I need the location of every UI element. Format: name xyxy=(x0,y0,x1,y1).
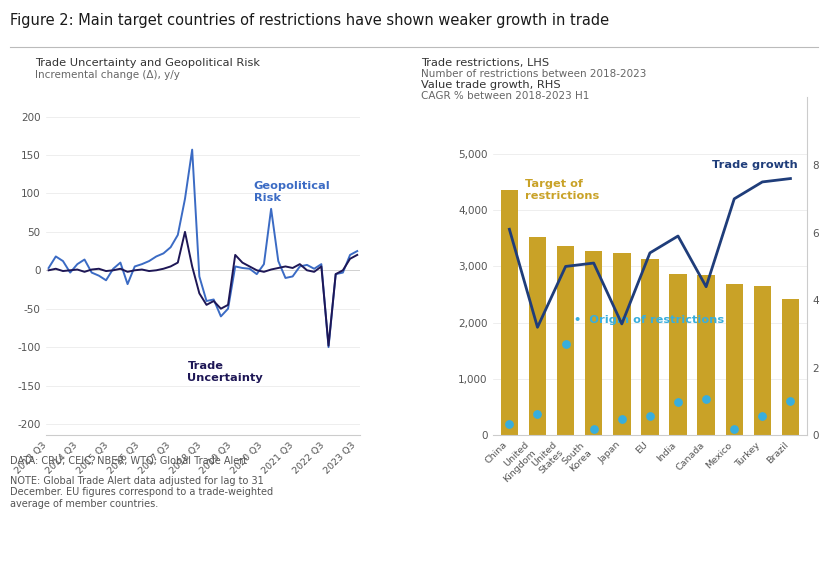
Text: Target of
restrictions: Target of restrictions xyxy=(524,179,599,201)
Bar xyxy=(724,284,742,435)
Point xyxy=(727,425,740,434)
Text: •  Origin of restrictions: • Origin of restrictions xyxy=(573,315,724,325)
Point xyxy=(502,419,515,429)
Bar xyxy=(668,274,686,435)
Point xyxy=(643,412,656,421)
Bar xyxy=(585,250,602,435)
Point xyxy=(671,397,684,406)
Bar xyxy=(640,259,657,435)
Bar xyxy=(612,253,629,435)
Point xyxy=(783,396,796,405)
Text: Number of restrictions between 2018-2023: Number of restrictions between 2018-2023 xyxy=(420,69,645,79)
Point xyxy=(699,395,712,404)
Point xyxy=(614,414,628,423)
Point xyxy=(586,424,600,433)
Text: Geopolitical
Risk: Geopolitical Risk xyxy=(254,181,330,203)
Bar xyxy=(781,299,798,435)
Text: Value trade growth, RHS: Value trade growth, RHS xyxy=(420,80,560,89)
Point xyxy=(558,339,571,348)
Bar xyxy=(528,237,546,435)
Bar xyxy=(557,246,574,435)
Text: Figure 2: Main target countries of restrictions have shown weaker growth in trad: Figure 2: Main target countries of restr… xyxy=(10,13,609,28)
Text: Trade growth: Trade growth xyxy=(711,160,796,170)
Point xyxy=(530,410,543,419)
Bar xyxy=(696,275,714,435)
Text: Trade restrictions, LHS: Trade restrictions, LHS xyxy=(420,58,548,68)
Text: CAGR % between 2018-2023 H1: CAGR % between 2018-2023 H1 xyxy=(420,91,588,100)
Text: Incremental change (Δ), y/y: Incremental change (Δ), y/y xyxy=(35,70,179,80)
Bar xyxy=(753,286,770,435)
Text: NOTE: Global Trade Alert data adjusted for lag to 31
December. EU figures corres: NOTE: Global Trade Alert data adjusted f… xyxy=(10,476,273,509)
Text: Trade
Uncertainty: Trade Uncertainty xyxy=(187,361,263,383)
Bar xyxy=(500,190,518,435)
Text: Trade Uncertainty and Geopolitical Risk: Trade Uncertainty and Geopolitical Risk xyxy=(35,58,260,68)
Text: DATA: CRU, CEIC, NBER, WTO, Global Trade Alert: DATA: CRU, CEIC, NBER, WTO, Global Trade… xyxy=(10,456,246,465)
Point xyxy=(755,411,768,421)
